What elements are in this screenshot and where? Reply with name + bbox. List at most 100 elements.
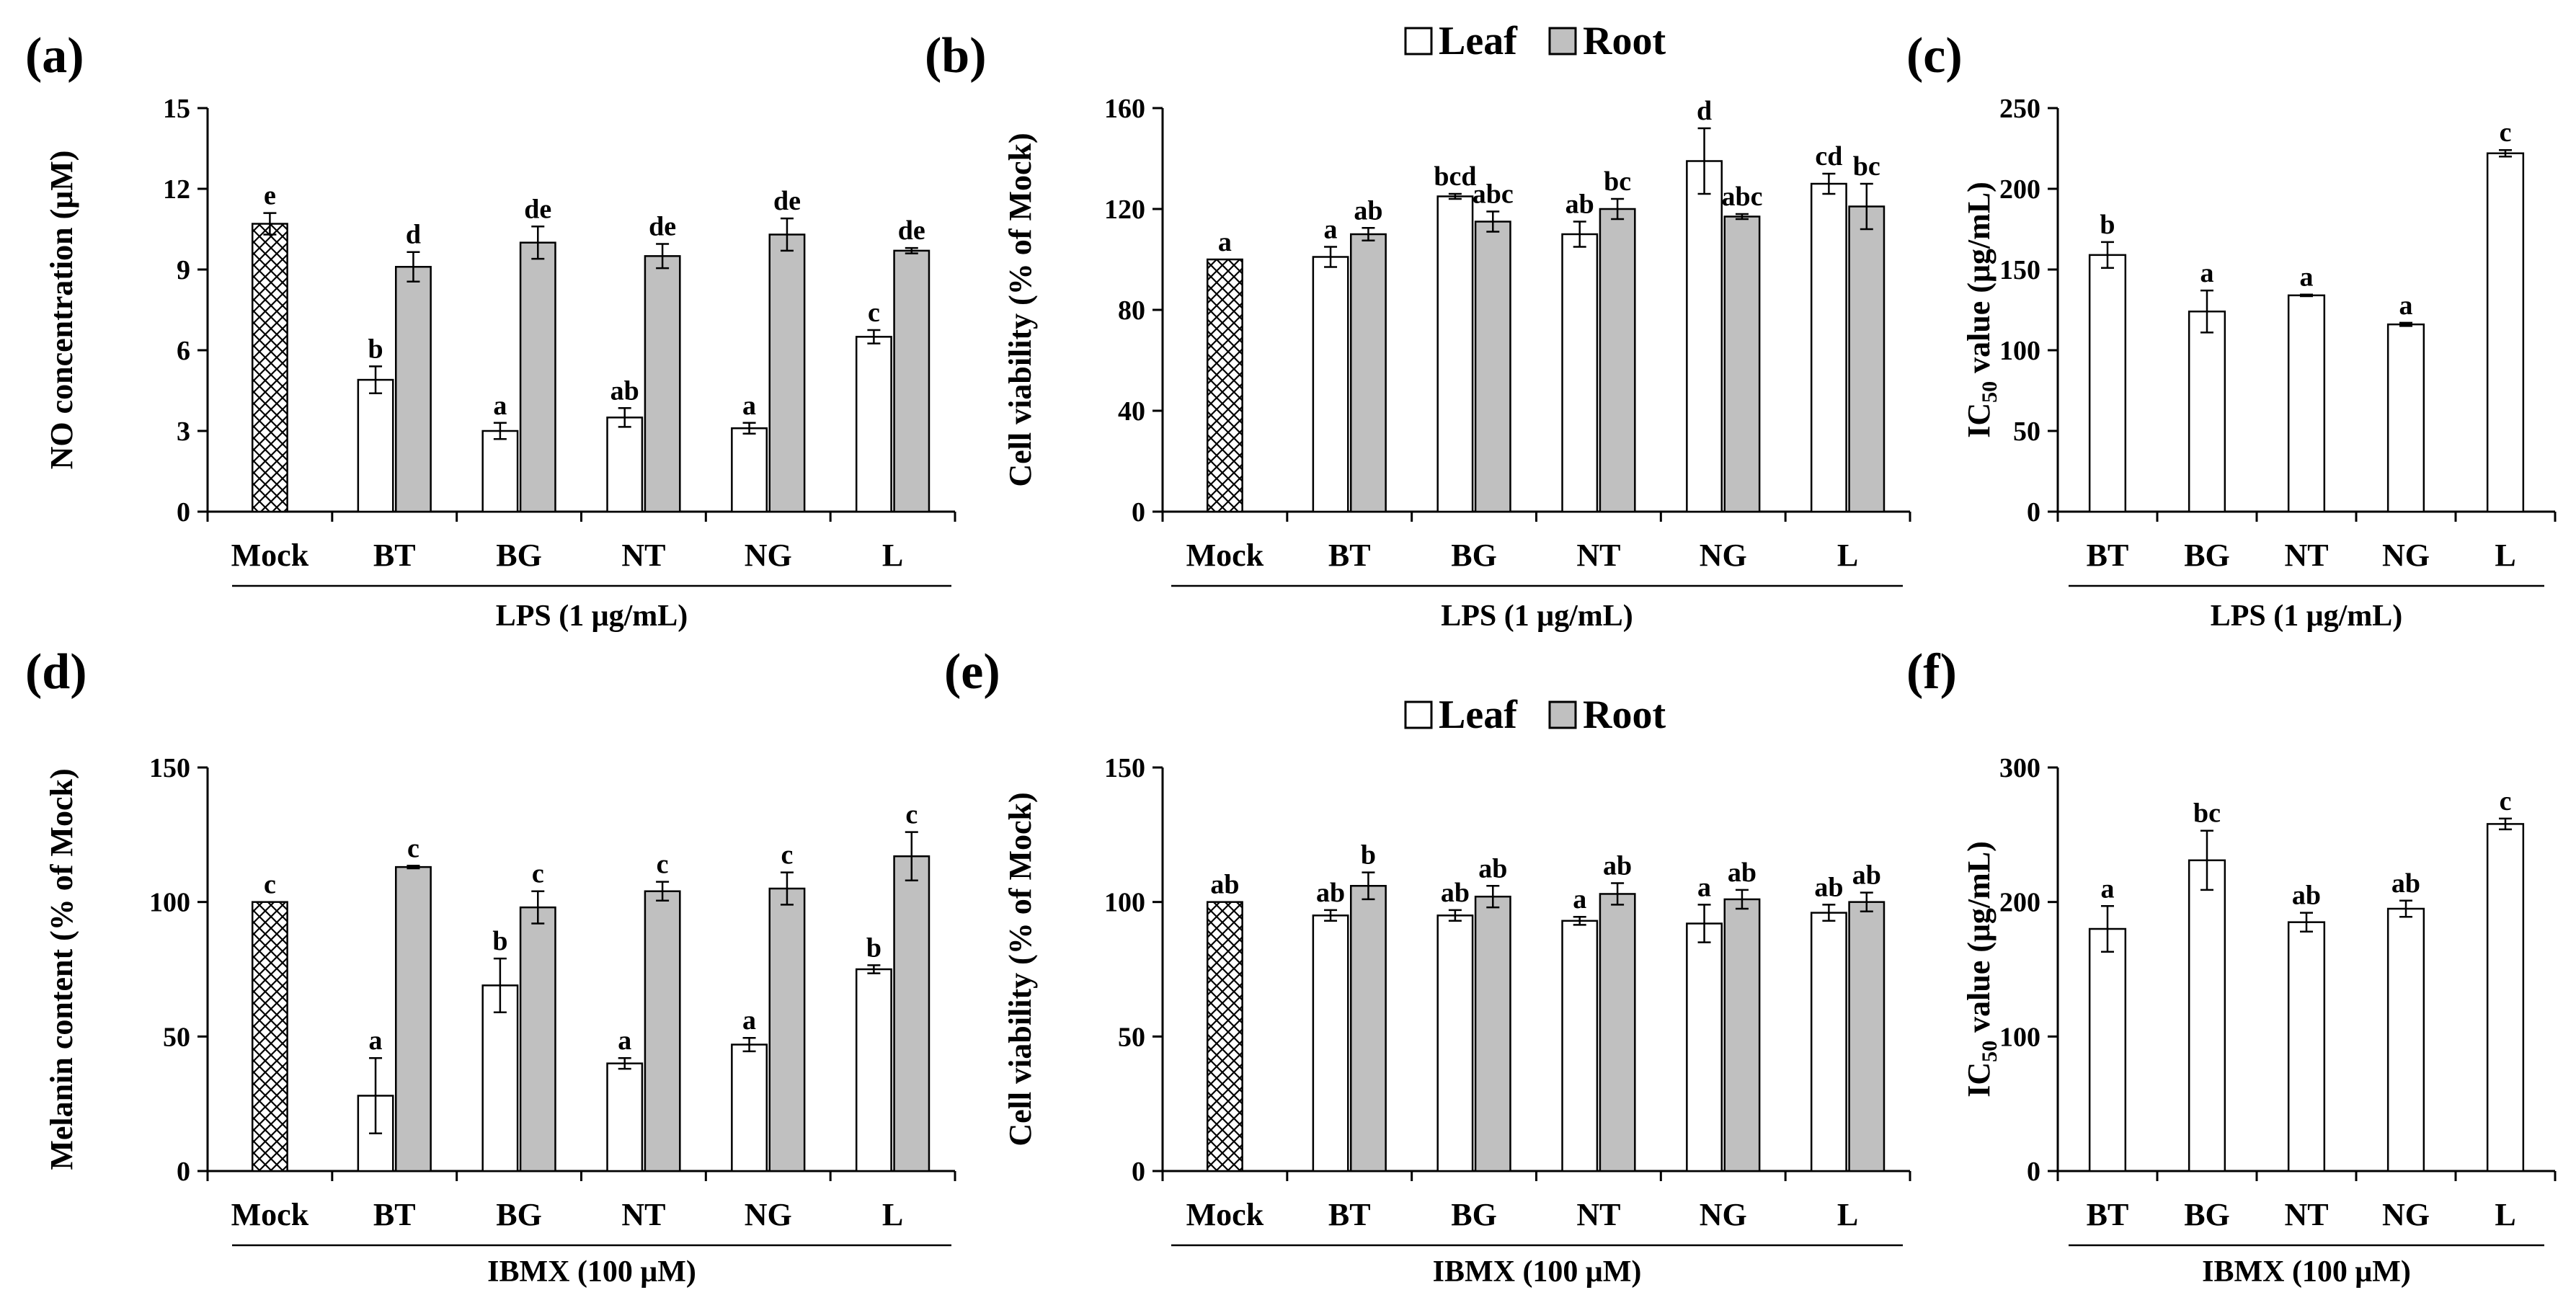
x-tick-label-bg: BG: [1451, 538, 1497, 573]
root-ng-significance-label: c: [781, 840, 794, 871]
root-bg-significance-label: c: [532, 859, 544, 889]
leaf-bg-significance-label: a: [493, 391, 507, 421]
y-tick-label: 150: [1104, 753, 1145, 783]
leaf-bg-bar: [1436, 914, 1474, 1172]
x-tick-label-nt: NT: [2284, 538, 2328, 573]
y-tick-label: 100: [1999, 336, 2040, 366]
x-tick-label-ng: NG: [1700, 538, 1747, 573]
ic50-bt-bar: [2088, 254, 2127, 513]
legend-label-leaf: Leaf: [1439, 693, 1518, 737]
leaf-l-significance-label: cd: [1815, 141, 1842, 172]
mock-significance-label: ab: [1210, 870, 1239, 900]
root-bg-bar: [519, 906, 556, 1172]
x-tick-label-l: L: [1837, 1197, 1858, 1232]
root-nt-bar: [644, 890, 681, 1172]
root-nt-significance-label: de: [649, 212, 676, 242]
root-ng-bar: [768, 233, 806, 513]
root-l-bar: [1848, 901, 1886, 1172]
chart-panel-b: (b) 0 40 80 120 160 Cell viability (% of Mock)…: [925, 19, 1911, 633]
ic50-ng-bar: [2386, 907, 2425, 1172]
mock-bar: [251, 901, 288, 1172]
leaf-ng-significance-label: d: [1697, 96, 1712, 126]
legend-swatch-leaf: [1404, 27, 1433, 55]
root-bg-bar: [1474, 895, 1511, 1172]
leaf-ng-bar: [1686, 160, 1723, 513]
leaf-bg-significance-label: bcd: [1434, 161, 1476, 192]
mock-significance-label: e: [264, 181, 276, 211]
x-tick-label-bt: BT: [2087, 538, 2129, 573]
group-label: LPS (1 μg/mL): [496, 600, 688, 633]
group-label: IBMX (100 μM): [2202, 1255, 2411, 1288]
x-tick-label-bg: BG: [2184, 1197, 2230, 1232]
leaf-nt-bar: [1561, 233, 1599, 513]
y-tick-label: 40: [1118, 396, 1145, 427]
leaf-bt-significance-label: ab: [1316, 878, 1345, 908]
x-tick-label-l: L: [882, 1197, 903, 1232]
root-bt-bar: [395, 266, 432, 513]
leaf-l-bar: [855, 968, 892, 1172]
legend: Leaf Root: [1404, 693, 1666, 737]
chart-panel-e: (e) 0 50 100 150 Cell viability (% of Mock) Mo…: [944, 644, 1911, 1288]
group-label: LPS (1 μg/mL): [1441, 600, 1633, 633]
root-ng-significance-label: de: [773, 186, 801, 216]
leaf-ng-bar: [731, 1043, 768, 1172]
ic50-l-bar: [2486, 152, 2525, 513]
y-tick-label: 50: [163, 1022, 190, 1052]
ic50-ng-bar: [2386, 323, 2425, 513]
leaf-bg-bar: [1436, 195, 1474, 513]
root-nt-significance-label: c: [657, 850, 669, 880]
root-l-bar: [1848, 205, 1886, 513]
x-tick-label-ng: NG: [745, 1197, 792, 1232]
y-tick-label: 9: [177, 255, 190, 285]
panel-label: (c): [1906, 28, 1963, 84]
x-tick-label-nt: NT: [621, 538, 665, 573]
root-bt-bar: [1350, 885, 1387, 1172]
x-tick-label-bt: BT: [2087, 1197, 2129, 1232]
y-tick-label: 0: [177, 1157, 190, 1187]
y-tick-label: 150: [149, 753, 190, 783]
x-tick-label-ng: NG: [1700, 1197, 1747, 1232]
root-l-significance-label: bc: [1853, 151, 1880, 182]
leaf-nt-significance-label: ab: [610, 375, 639, 406]
ic50-bt-bar: [2088, 927, 2127, 1172]
ic50-bt-significance-label: b: [2100, 210, 2115, 240]
ic50-nt-bar: [2287, 294, 2326, 513]
leaf-l-bar: [1810, 912, 1847, 1172]
leaf-nt-significance-label: ab: [1565, 190, 1594, 220]
y-axis-title: NO concentration (μM): [44, 151, 79, 470]
y-tick-label: 0: [2027, 497, 2040, 528]
x-tick-label-bg: BG: [496, 1197, 542, 1232]
mock-bar: [251, 223, 288, 513]
chart-panel-c: (c) 0 50 100 150 200 250 IC50 value (μg/mL) BT BG…: [1906, 28, 2557, 633]
leaf-bg-bar: [481, 984, 519, 1172]
ic50-bg-significance-label: a: [2200, 258, 2214, 288]
y-tick-label: 80: [1118, 295, 1145, 326]
legend-swatch-root: [1548, 27, 1577, 55]
root-bt-significance-label: ab: [1354, 195, 1382, 226]
root-ng-significance-label: ab: [1728, 858, 1756, 888]
root-bg-bar: [1474, 221, 1511, 513]
leaf-l-bar: [1810, 182, 1847, 513]
legend: Leaf Root: [1404, 19, 1666, 63]
root-ng-bar: [1723, 898, 1761, 1172]
ic50-bt-significance-label: a: [2101, 873, 2115, 904]
group-label: IBMX (100 μM): [487, 1255, 696, 1288]
leaf-l-significance-label: ab: [1814, 872, 1843, 902]
x-tick-label-bt: BT: [1328, 1197, 1371, 1232]
root-l-significance-label: de: [898, 215, 925, 246]
y-tick-label: 0: [1132, 497, 1145, 528]
root-nt-significance-label: bc: [1604, 166, 1631, 197]
ic50-bg-bar: [2188, 859, 2226, 1172]
leaf-ng-bar: [1686, 922, 1723, 1172]
panel-label: (a): [25, 28, 84, 84]
root-nt-bar: [1599, 208, 1636, 513]
group-label: IBMX (100 μM): [1433, 1255, 1642, 1288]
leaf-ng-significance-label: a: [742, 391, 756, 421]
root-bg-significance-label: abc: [1473, 179, 1514, 210]
x-tick-label-ng: NG: [745, 538, 792, 573]
x-tick-label-ng: NG: [2382, 538, 2430, 573]
ic50-ng-significance-label: ab: [2391, 868, 2420, 899]
leaf-bg-significance-label: b: [492, 926, 507, 956]
leaf-bt-significance-label: a: [1324, 215, 1338, 245]
